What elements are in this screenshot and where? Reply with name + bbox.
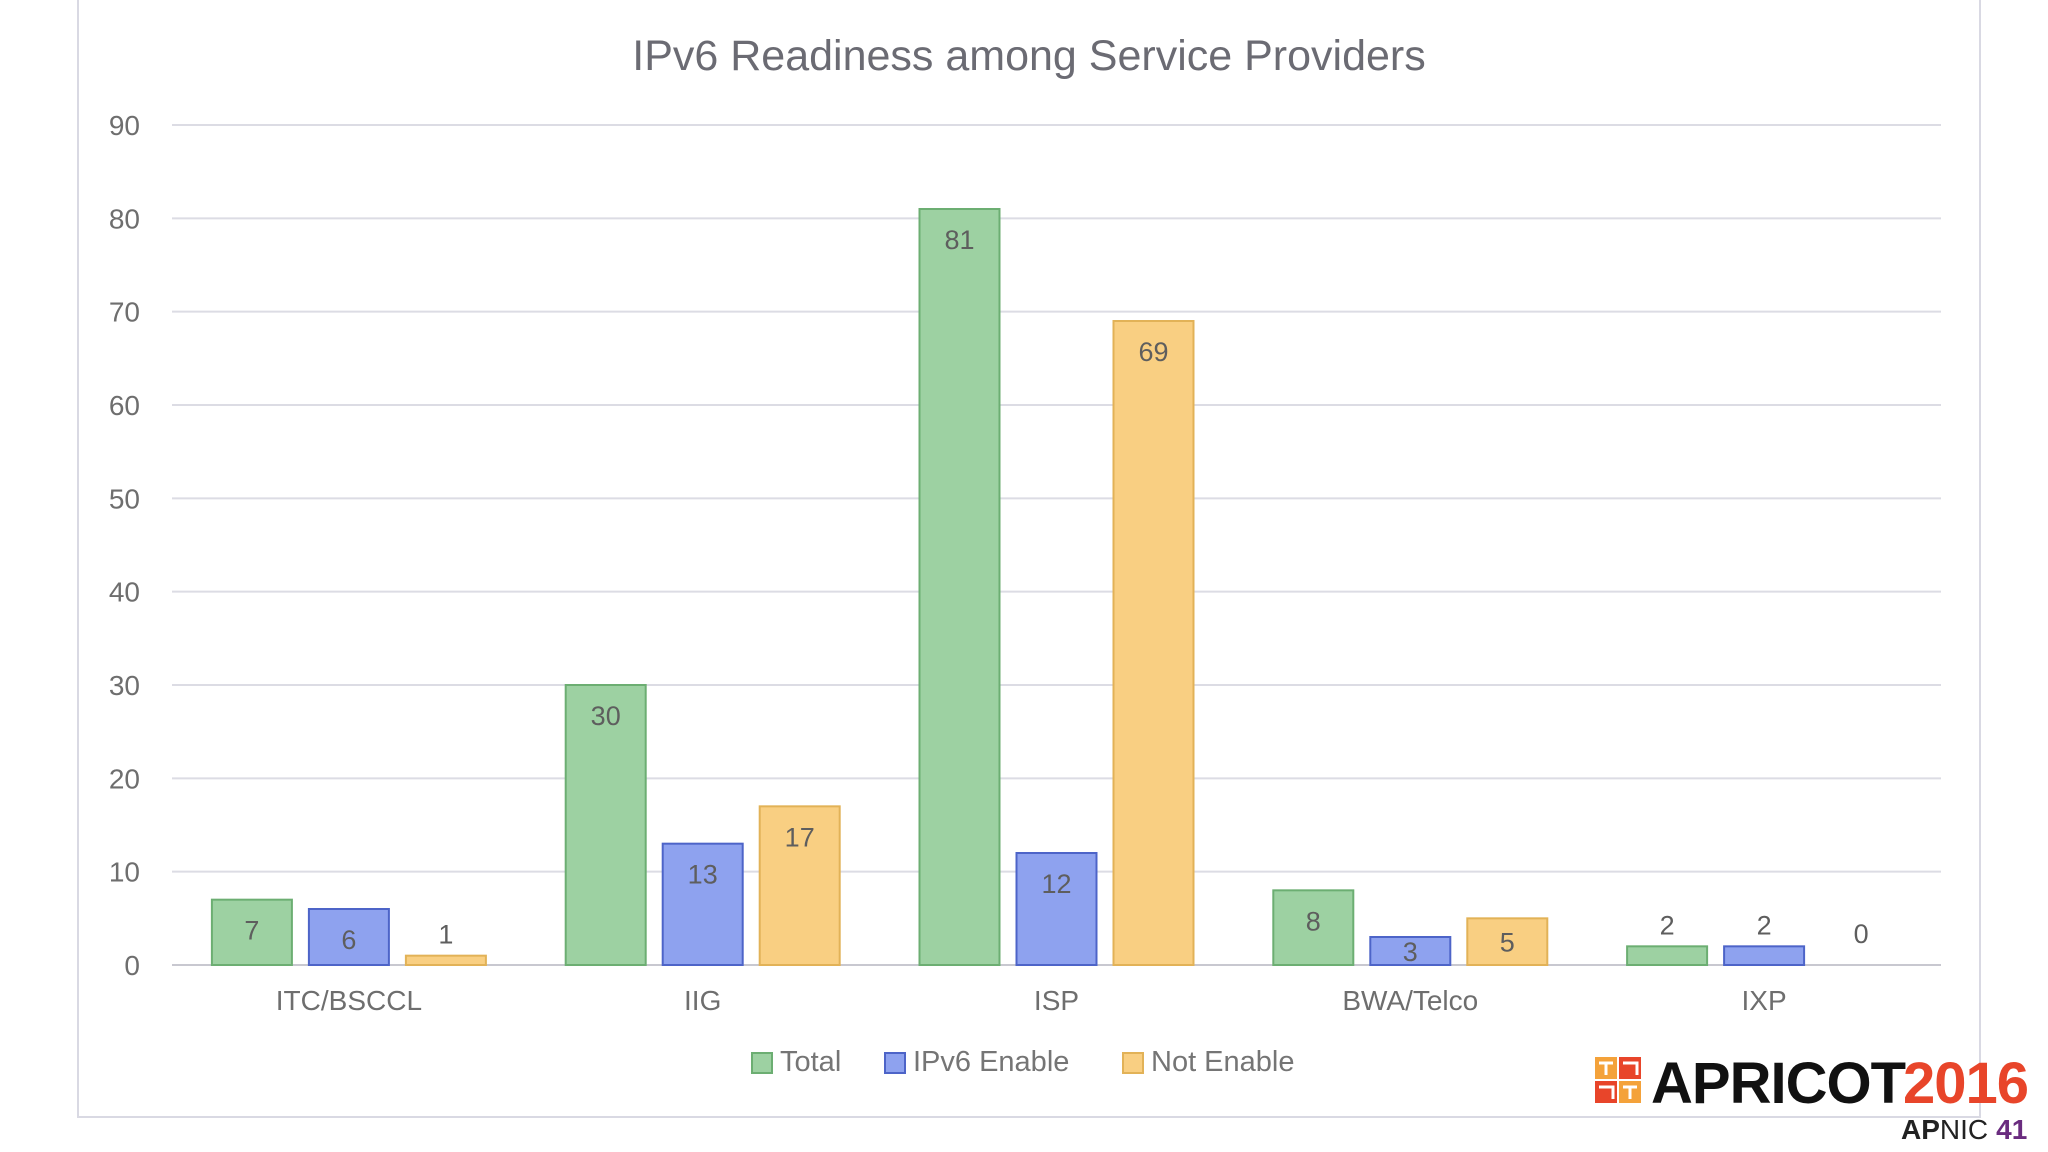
y-tick-label: 0 (124, 950, 140, 981)
bar-chart: IPv6 Readiness among Service Providers 0… (109, 32, 1941, 1078)
data-label: 30 (591, 701, 621, 731)
bar (661, 842, 744, 967)
data-labels: 7 6 1 30 13 17 81 12 69 8 3 5 2 2 0 (244, 225, 1868, 967)
data-label: 7 (244, 916, 259, 946)
bars (210, 208, 1806, 967)
x-category-label: ITC/BSCCL (276, 985, 422, 1016)
bar (564, 684, 647, 966)
bar (210, 898, 293, 967)
data-label: 13 (688, 860, 718, 890)
apricot-apnic-logo: APRICOT 2016 APNIC 41 (1595, 1053, 2029, 1145)
legend-swatch (884, 1052, 906, 1074)
legend-entry: Not Enable (1151, 1046, 1295, 1078)
bar (1112, 320, 1195, 966)
logo-event-word: APRICOT (1651, 1053, 1906, 1116)
data-label: 6 (341, 925, 356, 955)
bar (404, 954, 487, 967)
bar (1272, 889, 1355, 966)
bar (307, 908, 390, 966)
logo-apnic-number: 41 (1996, 1114, 2027, 1145)
y-tick-label: 90 (109, 110, 140, 141)
data-label: 69 (1138, 337, 1168, 367)
x-category-label: IXP (1742, 985, 1787, 1016)
legend: Total IPv6 Enable Not Enable (751, 1046, 1295, 1078)
y-tick-label: 40 (109, 577, 140, 608)
y-tick-label: 50 (109, 483, 140, 514)
legend-swatch (751, 1052, 773, 1074)
legend-entry: IPv6 Enable (913, 1046, 1069, 1078)
apricot-mark-icon (1595, 1057, 1641, 1103)
data-label: 5 (1500, 928, 1515, 958)
y-tick-label: 60 (109, 390, 140, 421)
y-axis-ticks: 0 10 20 30 40 50 60 70 80 90 (109, 110, 140, 981)
bar (1369, 936, 1452, 966)
bar (1466, 917, 1549, 966)
y-tick-label: 20 (109, 763, 140, 794)
data-label: 3 (1403, 937, 1418, 967)
chart-frame: IPv6 Readiness among Service Providers 0… (77, 0, 1981, 1118)
legend-entry: Total (780, 1046, 841, 1078)
chart-title: IPv6 Readiness among Service Providers (632, 32, 1425, 80)
y-tick-label: 70 (109, 297, 140, 328)
data-label: 17 (785, 822, 815, 852)
y-tick-label: 80 (109, 203, 140, 234)
x-category-label: BWA/Telco (1342, 985, 1478, 1016)
gridlines (172, 124, 1941, 966)
bar (758, 805, 841, 966)
data-label: 1 (438, 920, 453, 950)
logo-apnic-nic: NIC (1940, 1114, 1988, 1145)
data-label: 81 (944, 225, 974, 255)
x-category-label: IIG (684, 985, 721, 1016)
logo-event-year: 2016 (1903, 1053, 2028, 1116)
data-label: 12 (1041, 869, 1071, 899)
bar (1015, 852, 1098, 966)
logo-apnic-ap: AP (1901, 1114, 1940, 1145)
bar (1723, 945, 1806, 966)
x-category-label: ISP (1034, 985, 1079, 1016)
y-tick-label: 10 (109, 857, 140, 888)
data-label: 2 (1757, 910, 1772, 940)
data-label: 8 (1306, 906, 1321, 936)
data-label: 2 (1660, 910, 1675, 940)
x-axis-categories: ITC/BSCCL IIG ISP BWA/Telco IXP (276, 985, 1787, 1016)
y-tick-label: 30 (109, 670, 140, 701)
bar (918, 208, 1001, 966)
bar (1626, 945, 1709, 966)
data-label: 0 (1854, 919, 1869, 949)
logo-apnic: APNIC 41 (1901, 1114, 2027, 1145)
legend-swatch (1122, 1052, 1144, 1074)
